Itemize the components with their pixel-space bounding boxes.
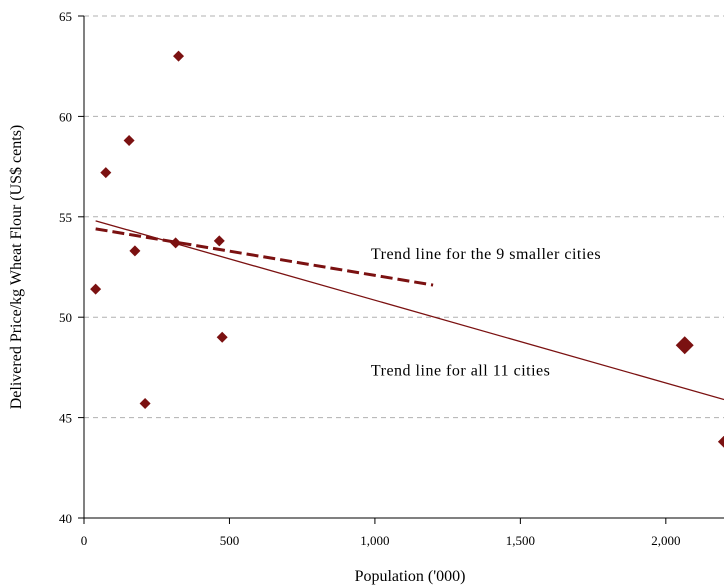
x-tick-label: 1,500 [506, 533, 535, 548]
x-tick-label: 500 [220, 533, 240, 548]
y-tick-label: 40 [59, 511, 72, 526]
data-point [100, 167, 112, 179]
annotation-2: Trend line for all 11 cities [371, 362, 550, 379]
data-point [717, 435, 724, 448]
data-point [675, 336, 694, 355]
data-point [173, 50, 185, 62]
data-point [139, 398, 151, 410]
data-point [90, 283, 102, 295]
y-tick-label: 55 [59, 210, 72, 225]
trend-line-9-smaller-cities [95, 227, 434, 287]
annotation-1: Trend line for the 9 smaller cities [371, 246, 601, 263]
ticks: 40 45 50 55 60 65 0 500 1,000 1,500 2,000 [59, 9, 680, 548]
data-point [129, 245, 141, 257]
y-tick-label: 65 [59, 9, 72, 24]
data-point [170, 237, 182, 249]
data-points [90, 50, 724, 448]
data-point [216, 331, 228, 343]
y-tick-label: 45 [59, 411, 72, 426]
data-point [213, 235, 225, 247]
trend-line-all-11-cities [95, 220, 724, 401]
x-tick-label: 0 [81, 533, 88, 548]
y-axis-title: Delivered Price/kg Wheat Flour (US$ cent… [8, 125, 25, 410]
y-tick-label: 50 [59, 310, 72, 325]
x-tick-label: 2,000 [651, 533, 680, 548]
x-tick-label: 1,000 [360, 533, 389, 548]
y-tick-label: 60 [59, 109, 72, 124]
annotations: Trend line for the 9 smaller cities Trend… [371, 246, 601, 379]
gridlines [84, 15, 724, 419]
trend-lines [95, 220, 724, 401]
data-point [123, 134, 135, 146]
x-axis-title: Population ('000) [355, 568, 466, 585]
